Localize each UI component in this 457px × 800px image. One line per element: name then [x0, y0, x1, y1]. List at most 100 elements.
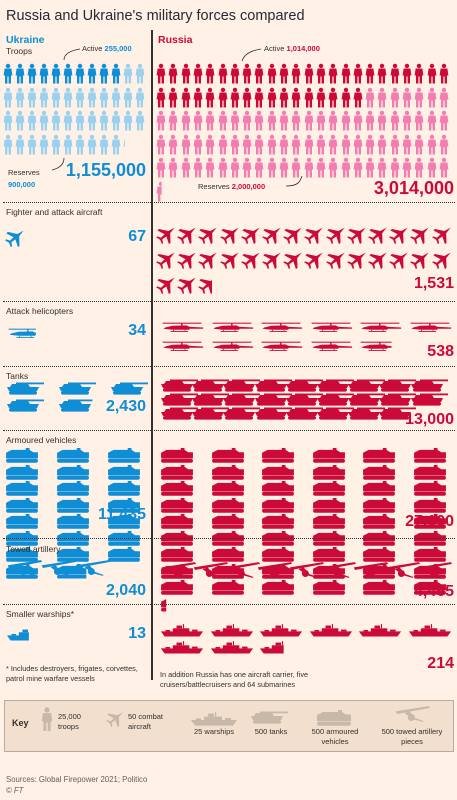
apc-icon	[161, 547, 193, 562]
troop-icon	[279, 134, 289, 154]
heli-icon	[360, 322, 402, 332]
apc-icon	[211, 481, 244, 496]
troop-icon	[111, 134, 121, 154]
jet-icon	[346, 252, 366, 270]
ship-icon	[259, 624, 303, 637]
troop-icon	[414, 87, 424, 107]
troop-icon	[353, 63, 363, 84]
troop-icon	[230, 110, 240, 131]
apc-icon	[312, 448, 345, 463]
troop-icon	[63, 63, 73, 84]
key-text-tanks: 500 tanks	[254, 727, 288, 736]
apc-icon	[413, 448, 446, 463]
tank-icon	[58, 398, 98, 412]
troop-icon	[39, 63, 49, 84]
troop-icon	[291, 87, 301, 107]
troop-icon	[365, 134, 375, 154]
ship-icon	[408, 624, 451, 637]
heli-icon	[311, 322, 352, 332]
key-jet-icon	[106, 712, 123, 728]
jet-icon	[325, 227, 345, 245]
troop-icon	[291, 63, 301, 84]
apc-icon	[57, 464, 89, 480]
troop-icon	[27, 87, 37, 107]
apc-icon	[262, 497, 294, 513]
troop-icon	[267, 110, 277, 131]
troop-icon	[316, 157, 326, 178]
apc-icon	[6, 547, 38, 562]
ukraine-helicopter-total: 34	[128, 322, 146, 339]
troop-icon	[291, 157, 301, 178]
apc-icon	[57, 514, 89, 529]
gun-icon	[161, 562, 197, 578]
heli-icon	[410, 322, 451, 332]
tank-icon	[192, 393, 230, 406]
troop-icon	[304, 87, 313, 107]
troop-icon	[15, 87, 25, 107]
troop-icon	[99, 87, 109, 107]
apc-icon	[6, 514, 38, 529]
jet-icon	[325, 252, 345, 270]
apc-icon	[413, 514, 446, 529]
apc-icon	[363, 514, 395, 529]
tank-icon	[285, 407, 323, 420]
troop-icon	[254, 110, 264, 131]
troop-icon	[111, 87, 121, 107]
troop-icon	[193, 110, 203, 131]
troop-icon	[427, 110, 436, 131]
russia-reserves-annotation: Reserves 2,000,000	[198, 182, 266, 191]
troop-icon	[218, 63, 227, 84]
troop-icon	[353, 134, 363, 154]
troop-icon	[205, 157, 215, 178]
ship-icon	[210, 624, 253, 637]
troop-icon	[291, 134, 301, 154]
helicopters-label: Attack helicopters	[6, 306, 74, 316]
troop-icon	[279, 157, 289, 178]
troop-icon	[75, 110, 85, 131]
ukraine-tanks-total: 2,430	[105, 398, 146, 415]
troop-icon	[51, 87, 61, 107]
tank-icon	[410, 379, 448, 392]
troop-icon	[3, 87, 13, 107]
troop-icon	[181, 134, 190, 154]
troop-icon	[230, 63, 240, 84]
troop-icon	[414, 134, 424, 154]
jet-icon	[368, 227, 387, 245]
troop-icon	[377, 63, 387, 84]
troop-icon	[3, 134, 13, 154]
troop-icon	[341, 110, 350, 131]
apc-icon	[6, 481, 38, 496]
jet-icon	[431, 252, 451, 270]
troop-icon	[279, 110, 289, 131]
gun-icon	[416, 562, 456, 578]
troop-icon	[377, 87, 387, 107]
apc-icon	[57, 497, 89, 513]
jet-icon	[198, 227, 218, 245]
jet-icon	[156, 227, 175, 245]
heli-icon	[162, 341, 204, 351]
troop-icon	[304, 63, 313, 84]
troop-icon	[390, 87, 400, 107]
troop-icon	[427, 157, 436, 178]
troop-icon	[87, 110, 97, 131]
jet-icon	[262, 252, 281, 270]
source-note: Sources: Global Firepower 2021; Politico	[6, 775, 148, 784]
tank-icon	[111, 382, 148, 395]
troop-icon	[427, 134, 436, 154]
tank-icon	[317, 379, 354, 392]
troop-icon	[414, 110, 424, 131]
apc-icon	[413, 547, 446, 562]
troop-icon	[135, 63, 145, 84]
troop-icon	[3, 63, 13, 84]
troop-icon	[414, 63, 424, 84]
troop-icon	[267, 157, 277, 178]
troop-icon	[341, 63, 350, 84]
troop-icon	[365, 87, 375, 107]
troop-icon	[168, 110, 178, 131]
apc-icon	[6, 448, 38, 463]
apc-icon	[161, 448, 193, 463]
russia-troops-total: 3,014,000	[373, 178, 454, 198]
troop-icon	[254, 63, 264, 84]
divider-2	[3, 301, 455, 302]
troop-icon	[218, 157, 227, 178]
